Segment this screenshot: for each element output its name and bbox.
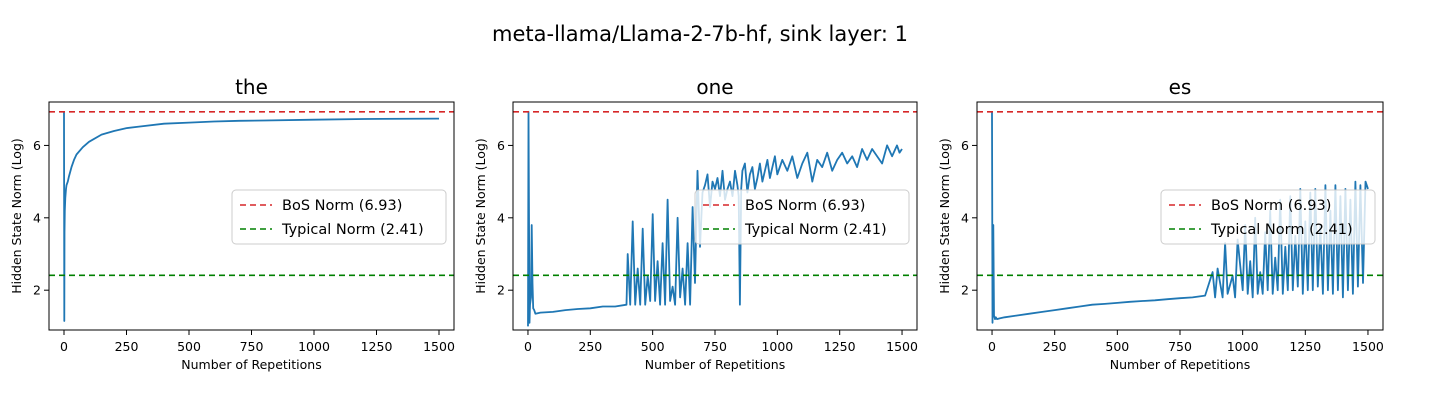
x-tick-label: 1500	[1352, 339, 1384, 354]
legend-box	[1160, 189, 1376, 245]
legend: BoS Norm (6.93) Typical Norm (2.41)	[1160, 189, 1376, 245]
y-tick-label: 4	[961, 210, 969, 225]
y-tick-label: 2	[961, 283, 969, 298]
x-axis-label: Number of Repetitions	[181, 357, 321, 372]
y-axis-label: Hidden State Norm (Log)	[937, 138, 952, 294]
x-tick-label: 750	[1168, 339, 1192, 354]
legend: BoS Norm (6.93) Typical Norm (2.41)	[231, 189, 447, 245]
y-tick-label: 6	[497, 138, 505, 153]
y-axis-label: Hidden State Norm (Log)	[9, 138, 24, 294]
legend-label: Typical Norm (2.41)	[744, 222, 887, 238]
y-tick-label: 4	[33, 210, 41, 225]
x-tick-label: 0	[988, 339, 996, 354]
series-line	[991, 111, 1369, 324]
x-tick-label: 1000	[1227, 339, 1259, 354]
panels: the 0 250 500 750 1000 1250 1500 2 4 6 Number of Re…	[9, 75, 1384, 372]
x-tick-label: 1500	[886, 339, 918, 354]
suptitle: meta-llama/Llama-2-7b-hf, sink layer: 1	[492, 22, 908, 46]
x-tick-label: 1000	[298, 339, 330, 354]
x-axis-label: Number of Repetitions	[645, 357, 785, 372]
y-tick-label: 6	[961, 138, 969, 153]
subplot-title: es	[1169, 75, 1192, 99]
x-tick-label: 0	[60, 339, 68, 354]
x-tick-label: 500	[1105, 339, 1129, 354]
x-axis-label: Number of Repetitions	[1110, 357, 1250, 372]
x-tick-label: 1000	[761, 339, 793, 354]
y-tick-label: 2	[497, 283, 505, 298]
x-tick-label: 750	[240, 339, 264, 354]
y-axis-label: Hidden State Norm (Log)	[473, 138, 488, 294]
x-tick-label: 750	[703, 339, 727, 354]
x-tick-label: 250	[115, 339, 139, 354]
x-tick-label: 500	[177, 339, 201, 354]
legend-label: Typical Norm (2.41)	[281, 222, 424, 238]
x-tick-label: 500	[641, 339, 665, 354]
series-line	[63, 111, 440, 322]
legend-label: BoS Norm (6.93)	[1211, 198, 1331, 214]
x-tick-label: 0	[524, 339, 532, 354]
subplot-0: the 0 250 500 750 1000 1250 1500 2 4 6 Number of Re…	[9, 75, 455, 372]
y-tick-label: 2	[33, 283, 41, 298]
legend-box	[694, 189, 910, 245]
x-tick-label: 250	[1043, 339, 1067, 354]
legend-box	[231, 189, 447, 245]
series-line	[527, 110, 903, 327]
y-tick-label: 6	[33, 138, 41, 153]
subplot-title: one	[696, 75, 733, 99]
x-tick-label: 1500	[423, 339, 455, 354]
x-tick-label: 1250	[361, 339, 393, 354]
legend-label: BoS Norm (6.93)	[745, 198, 865, 214]
x-tick-label: 1250	[1289, 339, 1321, 354]
x-tick-label: 1250	[824, 339, 856, 354]
subplot-2: es 0 250 500 750 1000 1250 1500 2 4 6 Number of Rep…	[937, 75, 1384, 372]
x-tick-label: 250	[578, 339, 602, 354]
y-tick-label: 4	[497, 210, 505, 225]
legend-label: Typical Norm (2.41)	[1210, 222, 1353, 238]
subplot-title: the	[235, 75, 268, 99]
legend: BoS Norm (6.93) Typical Norm (2.41)	[694, 189, 910, 245]
legend-label: BoS Norm (6.93)	[282, 198, 402, 214]
subplot-1: one 0 250 500 750 1000 1250 1500 2 4 6 Number of Re…	[473, 75, 918, 372]
